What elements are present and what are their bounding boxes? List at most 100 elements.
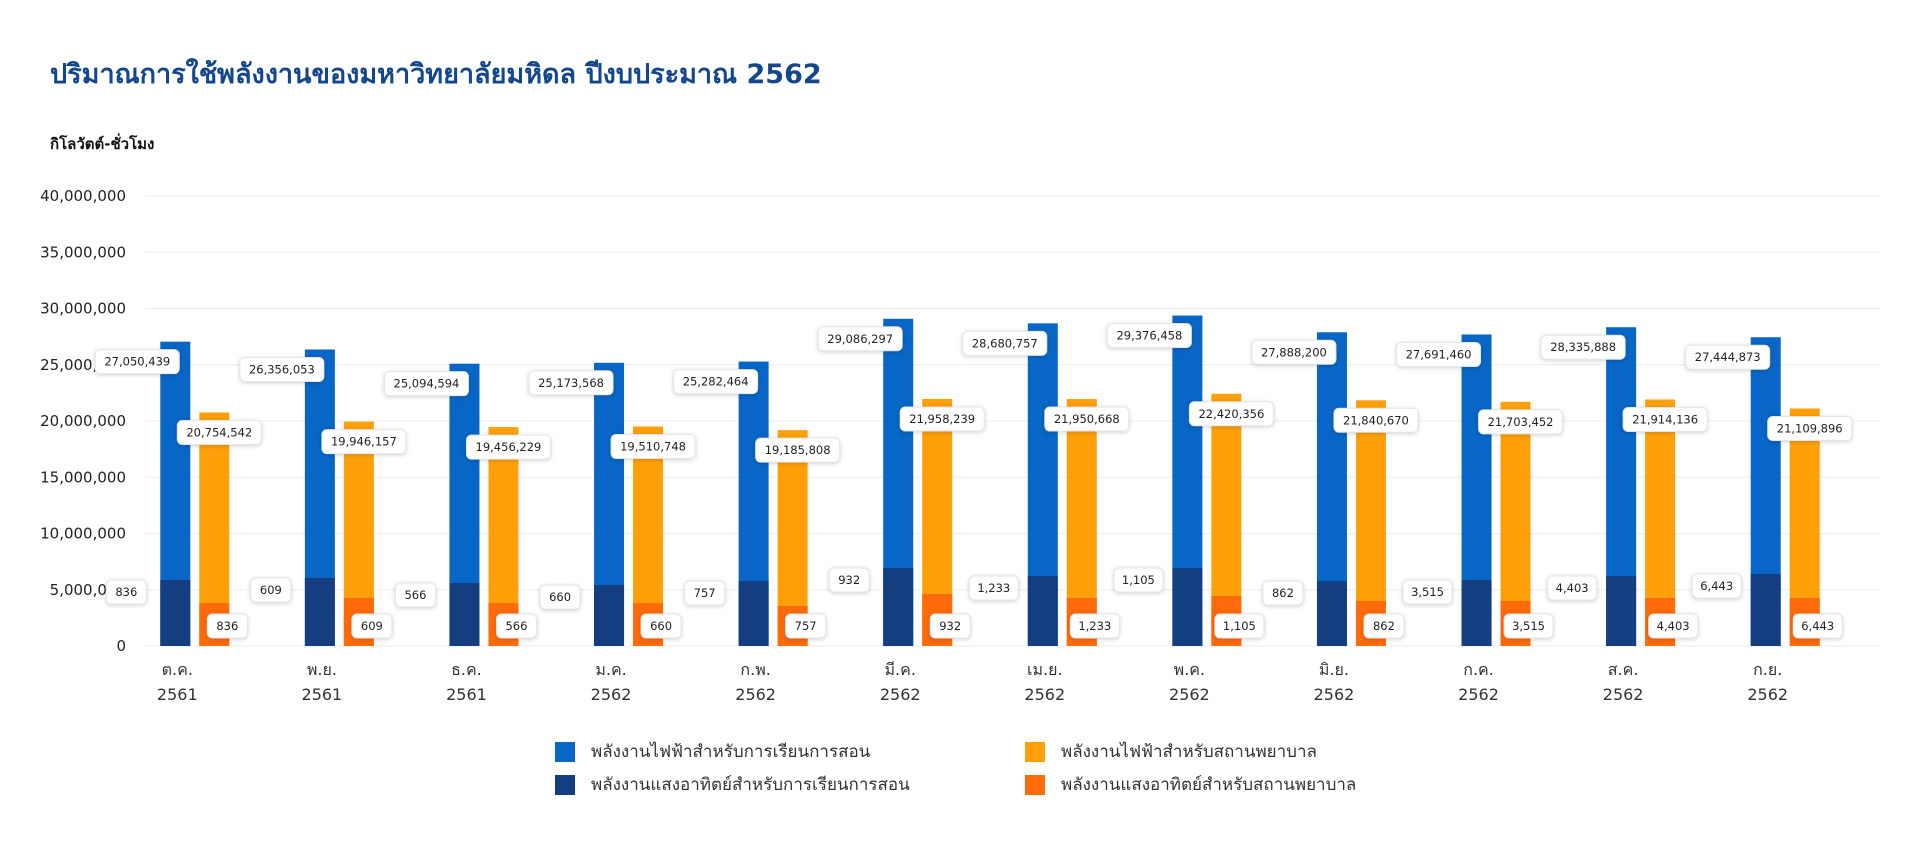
- x-tick-label-month: ก.ค.: [1463, 660, 1494, 679]
- x-tick-label-month: พ.ค.: [1174, 660, 1205, 679]
- data-label-text: 22,420,356: [1198, 407, 1264, 421]
- data-label-text: 29,086,297: [827, 332, 893, 346]
- data-label-box: [250, 577, 292, 603]
- x-tick-label-month: เม.ย.: [1027, 660, 1063, 679]
- data-label-box: [1262, 580, 1304, 606]
- bar-edu-solar: [1316, 581, 1347, 646]
- x-tick-label-month: พ.ย.: [307, 660, 337, 679]
- data-label-box: [383, 371, 469, 397]
- data-label-text: 660: [650, 619, 672, 633]
- x-tick-label-month: ธ.ค.: [451, 660, 482, 679]
- x-tick-label-month: ม.ค.: [595, 660, 626, 679]
- data-label-box: [610, 434, 696, 460]
- y-tick-label: 40,000,000: [40, 187, 126, 205]
- data-label-text: 25,094,594: [394, 377, 460, 391]
- data-label-box: [206, 613, 248, 639]
- data-label-text: 4,403: [1657, 619, 1690, 633]
- data-label-text: 28,335,888: [1550, 340, 1616, 354]
- data-label-edu-solar: 932: [828, 567, 870, 593]
- data-label-edu-electric: 27,888,200: [1251, 339, 1337, 365]
- data-label-box: [1396, 341, 1482, 367]
- data-label-hospital-solar: 660: [640, 613, 682, 639]
- data-label-hospital-electric: 19,946,157: [321, 429, 407, 455]
- legend-item-edu-solar[interactable]: พลังงานแสงอาทิตย์สำหรับการเรียนการสอน: [555, 771, 910, 798]
- data-label-box: [1622, 406, 1708, 432]
- data-label-box: [1363, 613, 1405, 639]
- data-label-text: 21,950,668: [1054, 412, 1120, 426]
- data-label-hospital-electric: 19,510,748: [610, 434, 696, 460]
- data-label-hospital-electric: 21,109,896: [1767, 416, 1853, 442]
- data-label-box: [962, 330, 1048, 356]
- data-label-hospital-solar: 566: [495, 613, 537, 639]
- data-label-text: 19,510,748: [620, 440, 686, 454]
- y-tick-label: 10,000,000: [40, 525, 126, 543]
- legend-item-hospital-solar[interactable]: พลังงานแสงอาทิตย์สำหรับสถานพยาบาล: [1025, 771, 1356, 798]
- data-label-box: [239, 356, 325, 382]
- y-tick-label: 35,000,000: [40, 243, 126, 261]
- data-label-text: 566: [404, 588, 426, 602]
- data-label-text: 6,443: [1801, 619, 1834, 633]
- data-label-box: [1402, 579, 1453, 605]
- bar-edu-solar: [1027, 576, 1058, 646]
- data-label-hospital-solar: 6,443: [1792, 613, 1843, 639]
- data-label-box: [640, 613, 682, 639]
- data-label-edu-electric: 25,173,568: [528, 370, 614, 396]
- bar-edu-solar: [594, 585, 625, 646]
- data-label-box: [1503, 613, 1554, 639]
- data-label-box: [176, 420, 262, 446]
- legend-swatch: [555, 741, 575, 762]
- data-label-box: [1214, 613, 1265, 639]
- x-tick-label-year: 2561: [446, 685, 487, 704]
- legend-item-hospital-electric[interactable]: พลังงานไฟฟ้าสำหรับสถานพยาบาล: [1025, 738, 1317, 765]
- y-tick-label: 20,000,000: [40, 412, 126, 430]
- data-label-hospital-electric: 21,840,670: [1333, 407, 1419, 433]
- data-label-hospital-solar: 836: [206, 613, 248, 639]
- data-label-edu-electric: 29,086,297: [817, 326, 903, 352]
- y-tick-label: 0: [116, 637, 126, 655]
- data-label-text: 932: [838, 573, 860, 587]
- legend-item-edu-electric[interactable]: พลังงานไฟฟ้าสำหรับการเรียนการสอน: [555, 738, 870, 765]
- data-label-edu-electric: 27,444,873: [1685, 344, 1771, 370]
- data-label-text: 27,691,460: [1406, 347, 1472, 361]
- data-label-hospital-solar: 1,233: [1069, 613, 1120, 639]
- data-label-hospital-electric: 21,914,136: [1622, 406, 1708, 432]
- data-label-hospital-solar: 932: [929, 613, 971, 639]
- y-tick-label: 30,000,000: [40, 300, 126, 318]
- data-label-text: 3,515: [1411, 585, 1444, 599]
- data-label-text: 27,888,200: [1261, 345, 1327, 359]
- x-tick-label-year: 2562: [591, 685, 632, 704]
- data-label-text: 25,173,568: [538, 376, 604, 390]
- data-label-box: [1792, 613, 1843, 639]
- data-label-box: [817, 326, 903, 352]
- x-tick-label-year: 2562: [880, 685, 921, 704]
- data-label-text: 19,185,808: [765, 443, 831, 457]
- data-label-box: [968, 575, 1019, 601]
- legend-swatch: [555, 774, 575, 795]
- x-tick-label-month: ก.พ.: [740, 660, 770, 679]
- data-label-box: [1069, 613, 1120, 639]
- x-tick-label-year: 2562: [735, 685, 776, 704]
- data-label-edu-solar: 862: [1262, 580, 1304, 606]
- data-label-box: [1685, 344, 1771, 370]
- data-label-text: 836: [216, 619, 238, 633]
- chart-legend: พลังงานไฟฟ้าสำหรับการเรียนการสอน พลังงาน…: [555, 738, 1455, 808]
- bar-edu-solar: [449, 583, 480, 646]
- data-label-box: [785, 613, 827, 639]
- data-label-edu-electric: 27,050,439: [94, 349, 180, 375]
- data-label-box: [1547, 575, 1598, 601]
- data-label-edu-electric: 28,680,757: [962, 330, 1048, 356]
- data-label-edu-electric: 27,691,460: [1396, 341, 1482, 367]
- y-tick-label: 15,000,000: [40, 468, 126, 486]
- data-label-box: [684, 580, 726, 606]
- data-label-edu-electric: 29,376,458: [1106, 323, 1192, 349]
- data-label-text: 757: [694, 586, 716, 600]
- x-tick-label-month: ส.ค.: [1608, 660, 1639, 679]
- x-tick-label-year: 2562: [1314, 685, 1355, 704]
- data-label-text: 757: [795, 619, 817, 633]
- x-tick-label-year: 2562: [1024, 685, 1065, 704]
- data-label-hospital-solar: 4,403: [1648, 613, 1699, 639]
- data-label-hospital-solar: 757: [785, 613, 827, 639]
- x-tick-label-year: 2562: [1169, 685, 1210, 704]
- data-label-text: 21,840,670: [1343, 413, 1409, 427]
- data-label-box: [394, 582, 436, 608]
